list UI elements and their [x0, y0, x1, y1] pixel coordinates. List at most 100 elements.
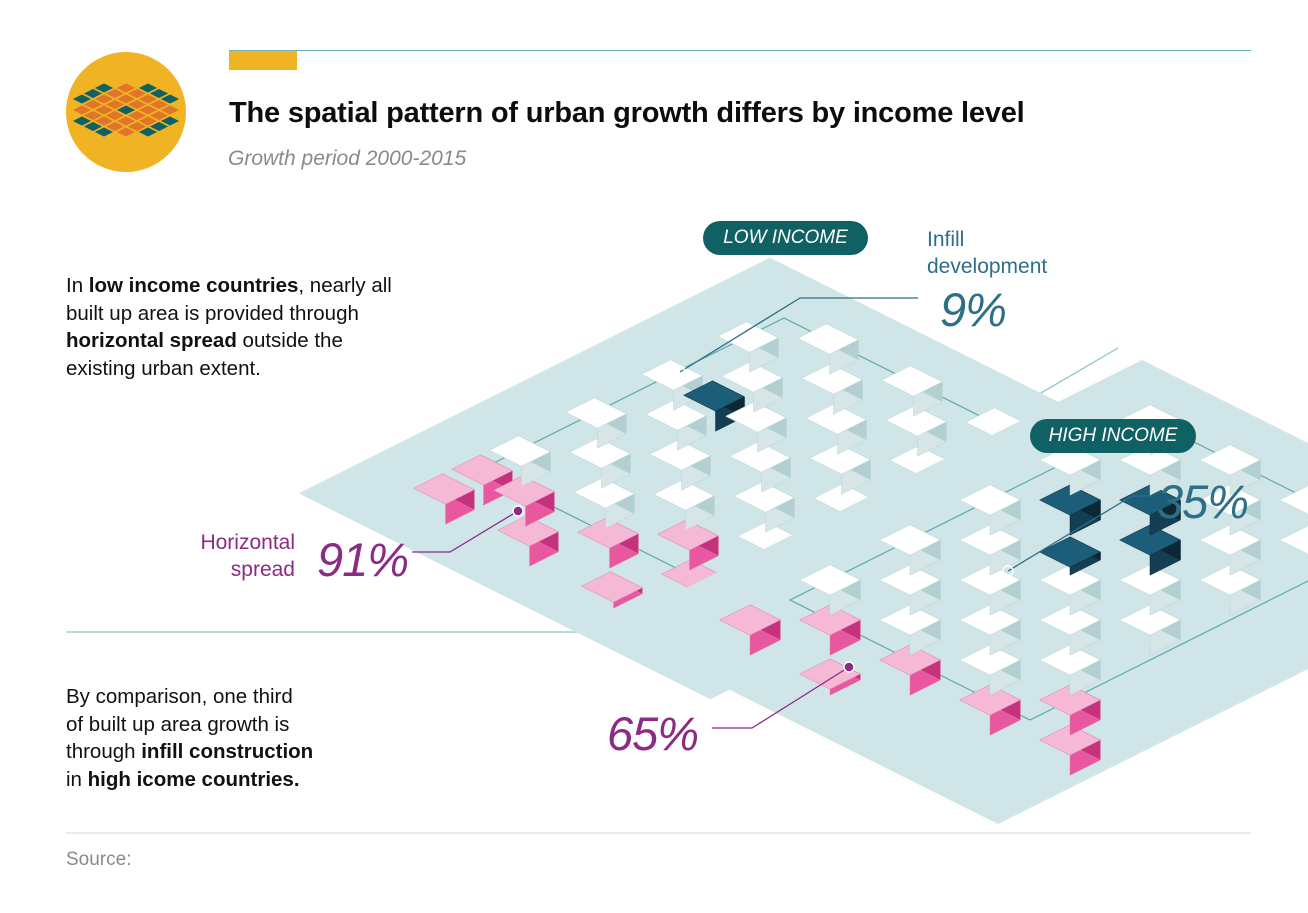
text-bold: horizontal spread: [66, 329, 237, 352]
text-segment: through: [66, 740, 142, 763]
existing-block: [725, 401, 787, 453]
logo-cell: [93, 93, 115, 105]
infill-development-label: Infill development: [927, 226, 1047, 280]
logo-cell: [137, 93, 159, 105]
top-rule: [229, 50, 1251, 51]
existing-block: [733, 481, 795, 533]
horizontal-spread-block: [577, 517, 639, 569]
existing-block: [645, 399, 707, 451]
logo-cell: [115, 93, 137, 105]
existing-block: [1039, 644, 1101, 696]
existing-block: [797, 323, 859, 375]
existing-block: [573, 477, 635, 529]
existing-block: [1199, 524, 1261, 576]
existing-block: [959, 644, 1021, 696]
text-segment: By comparison, one third: [66, 685, 293, 708]
logo-cell: [82, 110, 104, 121]
logo-cell: [126, 121, 148, 132]
existing-block: [1119, 604, 1181, 656]
logo-cell: [159, 93, 181, 105]
logo-cell: [104, 88, 126, 99]
source-note: Source:: [66, 849, 132, 870]
existing-block: [879, 564, 941, 616]
text-segment: , nearly all: [298, 274, 392, 297]
existing-block: [1279, 485, 1308, 515]
logo-cell: [71, 115, 93, 127]
logo-cell: [148, 110, 170, 121]
label-line: spread: [230, 558, 295, 581]
low-income-spread-value: 91%: [317, 533, 409, 586]
infill-marker-low: [674, 366, 686, 378]
existing-block: [805, 403, 867, 455]
logo-cell: [126, 99, 148, 110]
existing-block: [959, 604, 1021, 656]
existing-block: [1199, 444, 1261, 496]
existing-block: [885, 405, 947, 457]
text-segment: In: [66, 274, 89, 297]
infill-leader-low: [679, 297, 918, 373]
horizontal-spread-block: [493, 475, 555, 527]
spread-leader-high: [712, 666, 850, 729]
existing-block: [959, 564, 1021, 616]
logo-cell: [148, 121, 170, 132]
low-income-infill-value: 9%: [940, 283, 1007, 336]
existing-block: [959, 484, 1021, 536]
horizontal-spread-block: [657, 519, 719, 571]
horizontal-spread-block: [719, 604, 781, 656]
infill-block: [1039, 536, 1101, 576]
text-segment: existing urban extent.: [66, 356, 261, 380]
page-title: The spatial pattern of urban growth diff…: [229, 97, 1025, 129]
logo-cell: [71, 93, 93, 105]
low-income-paragraph: In low income countries, nearly all buil…: [66, 272, 392, 382]
logo-cell: [115, 126, 137, 138]
logo-cell: [137, 82, 159, 94]
horizontal-spread-block: [1039, 724, 1101, 776]
high-income-grid: [606, 360, 1308, 824]
logo-cell: [93, 82, 115, 94]
horizontal-spread-block: [581, 571, 643, 609]
infill-block: [1119, 524, 1181, 576]
high-income-spread-value: 65%: [607, 707, 699, 760]
low-income-tag: LOW INCOME: [703, 221, 868, 255]
spread-marker-low: [512, 505, 524, 517]
text-segment: outside the: [236, 329, 343, 352]
page-subtitle: Growth period 2000-2015: [228, 147, 467, 170]
existing-block: [649, 439, 711, 491]
logo-cell: [148, 88, 170, 99]
leader-lines: [412, 297, 1150, 729]
grid-plate: [606, 360, 1308, 824]
existing-block: [1199, 564, 1261, 616]
existing-block: [879, 604, 941, 656]
existing-block: [801, 363, 863, 415]
bottom-rule: [66, 832, 1251, 834]
logo-cell: [137, 126, 159, 138]
urban-extent-outline: [788, 419, 1308, 721]
existing-block: [1119, 564, 1181, 616]
logo-cell: [82, 99, 104, 110]
logo-cell: [93, 104, 115, 116]
spread-marker-high: [843, 661, 855, 673]
logo-cell: [115, 104, 137, 116]
logo-cell: [148, 99, 170, 110]
logo-cell: [82, 121, 104, 132]
existing-block: [879, 524, 941, 576]
text-bold: low income countries: [88, 274, 299, 297]
horizontal-spread-block: [413, 473, 475, 525]
existing-block: [799, 564, 861, 616]
logo-cell: [137, 115, 159, 127]
existing-block: [1039, 604, 1101, 656]
horizontal-spread-block: [1039, 684, 1101, 736]
horizontal-spread-block: [799, 604, 861, 656]
infill-block: [1039, 484, 1101, 536]
existing-block: [565, 397, 627, 449]
logo-cell: [159, 115, 181, 127]
grid-plate: [298, 257, 1182, 700]
logo-cell: [104, 110, 126, 121]
high-income-infill-value: 35%: [1157, 475, 1249, 528]
text-bold: infill construction: [141, 740, 314, 763]
high-income-paragraph: By comparison, one third of built up are…: [66, 683, 313, 793]
existing-block: [489, 435, 551, 487]
existing-block: [721, 361, 783, 413]
low-income-grid: [298, 257, 1182, 700]
